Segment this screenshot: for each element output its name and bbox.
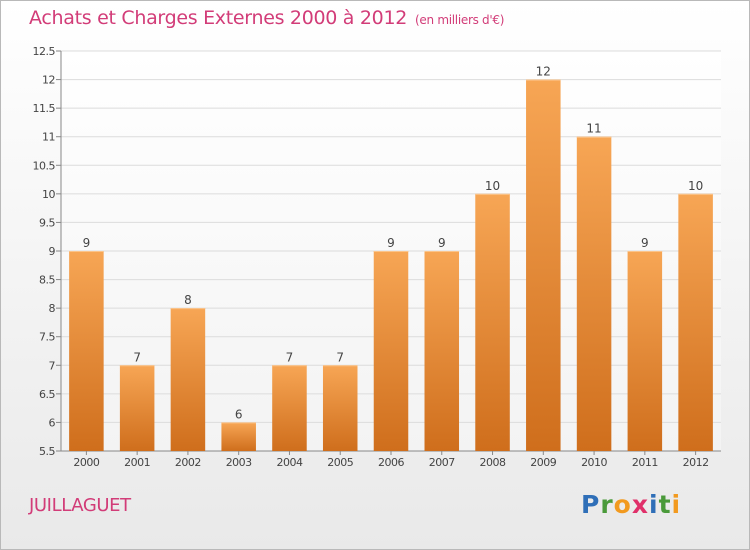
- bar-2007: [424, 251, 460, 451]
- y-tick-label: 10.5: [33, 159, 56, 172]
- logo-letter: P: [581, 490, 601, 519]
- data-label: 9: [438, 236, 446, 250]
- y-tick-label: 12.5: [33, 45, 56, 58]
- data-label: 7: [133, 350, 141, 364]
- bar-2011: [627, 251, 663, 451]
- x-tick-label: 2010: [581, 456, 607, 469]
- y-tick-label: 7: [49, 359, 56, 372]
- bar-2003: [221, 422, 256, 451]
- y-tick-label: 5.5: [39, 445, 55, 458]
- bar-2000: [69, 251, 104, 451]
- x-tick-label: 2001: [124, 456, 150, 469]
- y-tick-label: 9.5: [39, 216, 55, 229]
- data-label: 10: [485, 179, 500, 193]
- logo-letter: t: [658, 490, 672, 519]
- y-tick-label: 7.5: [39, 331, 55, 344]
- x-tick-label: 2008: [480, 456, 506, 469]
- y-tick-label: 11.5: [33, 102, 56, 115]
- data-label: 9: [387, 236, 395, 250]
- y-tick-label: 10: [42, 188, 55, 201]
- proxiti-logo: Proxiti: [581, 490, 681, 519]
- data-label: 10: [688, 179, 703, 193]
- logo-letter: o: [613, 490, 632, 519]
- x-tick-label: 2004: [276, 456, 302, 469]
- bar-2001: [119, 365, 155, 451]
- x-tick-label: 2007: [429, 456, 455, 469]
- bar-2002: [170, 308, 206, 451]
- x-tick-label: 2003: [226, 456, 252, 469]
- y-tick-label: 11: [42, 131, 55, 144]
- data-label: 9: [641, 236, 649, 250]
- axis-layer: 5.5 6 6.5 7 7.5 8 8.5 9 9.5 10 10.5 11 11.5 12 12.5 200…: [33, 45, 721, 469]
- chart-title: Achats et Charges Externes 2000 à 2012 (e…: [29, 7, 504, 29]
- bar-2005: [322, 365, 358, 451]
- bar-2009: [526, 79, 561, 452]
- data-label: 12: [536, 65, 551, 79]
- commune-name: JUILLAGUET: [29, 495, 131, 516]
- bar-2010: [576, 136, 612, 451]
- bar-2012: [678, 193, 713, 451]
- bar-2008: [475, 193, 510, 451]
- logo-letter: x: [631, 490, 649, 519]
- bar-2004: [272, 365, 307, 451]
- y-tick-label: 9: [49, 245, 56, 258]
- x-tick-label: 2012: [683, 456, 709, 469]
- y-tick-label: 8: [49, 302, 56, 315]
- data-label: 9: [83, 236, 91, 250]
- logo-letter: r: [600, 490, 614, 519]
- y-tick-label: 6: [49, 416, 56, 429]
- y-tick-label: 8.5: [39, 274, 55, 287]
- y-tick-label: 12: [42, 74, 55, 87]
- data-label: 11: [586, 122, 601, 136]
- data-label: 8: [184, 293, 192, 307]
- logo-letter: i: [671, 490, 682, 519]
- bar-layer: [69, 79, 713, 452]
- x-tick-label: 2011: [632, 456, 658, 469]
- bar-2006: [373, 251, 409, 451]
- y-tick-label: 6.5: [39, 388, 55, 401]
- x-tick-label: 2006: [378, 456, 404, 469]
- label-layer: 9 7 8 6 7 7 9 9 10 12 11 9 10: [83, 65, 704, 422]
- data-label: 6: [235, 407, 243, 421]
- chart-unit: (en milliers d'€): [415, 13, 505, 27]
- data-label: 7: [286, 350, 294, 364]
- x-tick-label: 2009: [530, 456, 556, 469]
- chart-title-text: Achats et Charges Externes 2000 à 2012: [29, 7, 408, 29]
- data-label: 7: [336, 350, 344, 364]
- x-tick-label: 2005: [327, 456, 353, 469]
- x-tick-label: 2002: [175, 456, 201, 469]
- x-tick-label: 2000: [73, 456, 99, 469]
- logo-letter: i: [649, 490, 659, 519]
